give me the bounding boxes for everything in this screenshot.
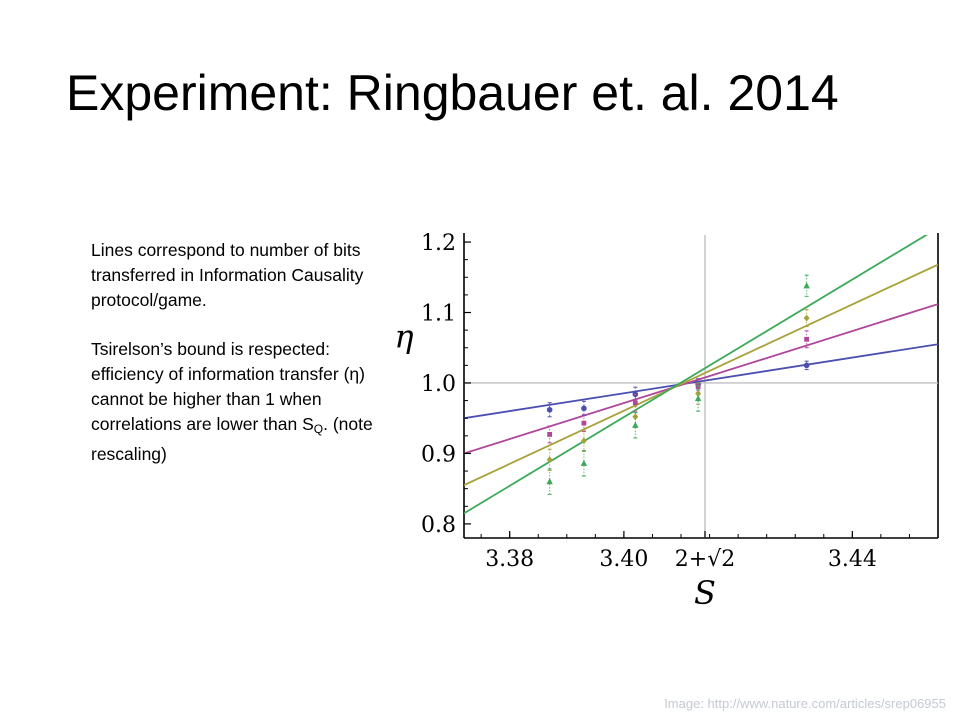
paragraph-tsirelson: Tsirelson’s bound is respected: efficien… xyxy=(91,337,381,467)
marker-diamond xyxy=(803,314,810,322)
data-point-s4-2 xyxy=(580,450,588,477)
data-point-s3-5 xyxy=(803,309,810,328)
marker-triangle xyxy=(632,421,639,428)
fit-line-series-3 xyxy=(464,263,938,486)
x-tick-labels: 3.38 3.40 2+√2 3.44 xyxy=(480,531,939,572)
marker-circle xyxy=(546,406,553,413)
y-tick-label: 1.2 xyxy=(421,231,456,256)
subscript-q: Q xyxy=(313,422,324,436)
data-point-s2-5 xyxy=(804,330,810,349)
data-point-s4-1 xyxy=(546,468,553,495)
y-tick-label: 0.8 xyxy=(421,513,456,538)
data-point-s1-2 xyxy=(581,400,587,416)
y-tick-label: 1.1 xyxy=(421,302,456,327)
marker-square xyxy=(547,432,553,437)
data-point-s1-1 xyxy=(546,402,553,418)
data-point-s4-3 xyxy=(632,412,639,439)
data-point-s1-5 xyxy=(803,360,810,371)
x-tick-label: 2+√2 xyxy=(675,547,735,572)
data-point-s3-1 xyxy=(546,448,553,471)
data-point-s4-5 xyxy=(803,274,810,297)
image-source-caption: Image: http://www.nature.com/articles/sr… xyxy=(664,696,946,711)
x-tick-label: 3.38 xyxy=(485,547,534,572)
x-axis-label: S xyxy=(694,574,716,612)
marker-triangle xyxy=(694,394,702,402)
slide-title: Experiment: Ringbauer et. al. 2014 xyxy=(66,65,839,121)
marker-triangle xyxy=(546,478,553,485)
marker-diamond xyxy=(695,390,702,397)
y-tick-label: 1.0 xyxy=(421,372,456,397)
y-axis-label: η xyxy=(394,318,413,356)
fit-lines xyxy=(464,235,938,515)
marker-circle xyxy=(803,362,810,369)
y-tick-label: 0.9 xyxy=(421,442,456,467)
marker-triangle xyxy=(803,282,810,289)
marker-diamond xyxy=(546,456,553,464)
data-point-s3-2 xyxy=(580,429,587,452)
data-point-s4-4 xyxy=(694,385,702,412)
body-text: Lines correspond to number of bits trans… xyxy=(91,238,381,467)
marker-square xyxy=(804,336,810,342)
paragraph-tsirelson-main: Tsirelson’s bound is respected: efficien… xyxy=(91,339,365,434)
marker-circle xyxy=(581,405,587,412)
fit-line-series-2 xyxy=(464,303,938,455)
eta-vs-s-chart: 3.38 3.40 2+√2 3.44 0.8 0.9 1.0 1.1 1.2 S η xyxy=(394,231,939,612)
x-tick-label: 3.44 xyxy=(828,547,877,572)
data-points xyxy=(546,274,810,495)
fit-line-series-4 xyxy=(464,235,929,515)
fit-line-series-1 xyxy=(464,343,938,420)
marker-diamond xyxy=(580,437,587,445)
marker-triangle xyxy=(580,459,588,466)
x-tick-label: 3.40 xyxy=(599,547,648,572)
reference-lines xyxy=(464,235,938,538)
data-point-s2-1 xyxy=(547,425,553,444)
paragraph-tsirelson-end: . (note rescaling) xyxy=(91,414,373,464)
marker-square xyxy=(581,420,587,426)
data-point-s2-3 xyxy=(632,393,638,412)
y-tick-labels: 0.8 0.9 1.0 1.1 1.2 xyxy=(421,231,471,538)
paragraph-lines: Lines correspond to number of bits trans… xyxy=(91,240,364,310)
marker-square xyxy=(632,400,638,406)
plot-frame xyxy=(463,233,939,539)
